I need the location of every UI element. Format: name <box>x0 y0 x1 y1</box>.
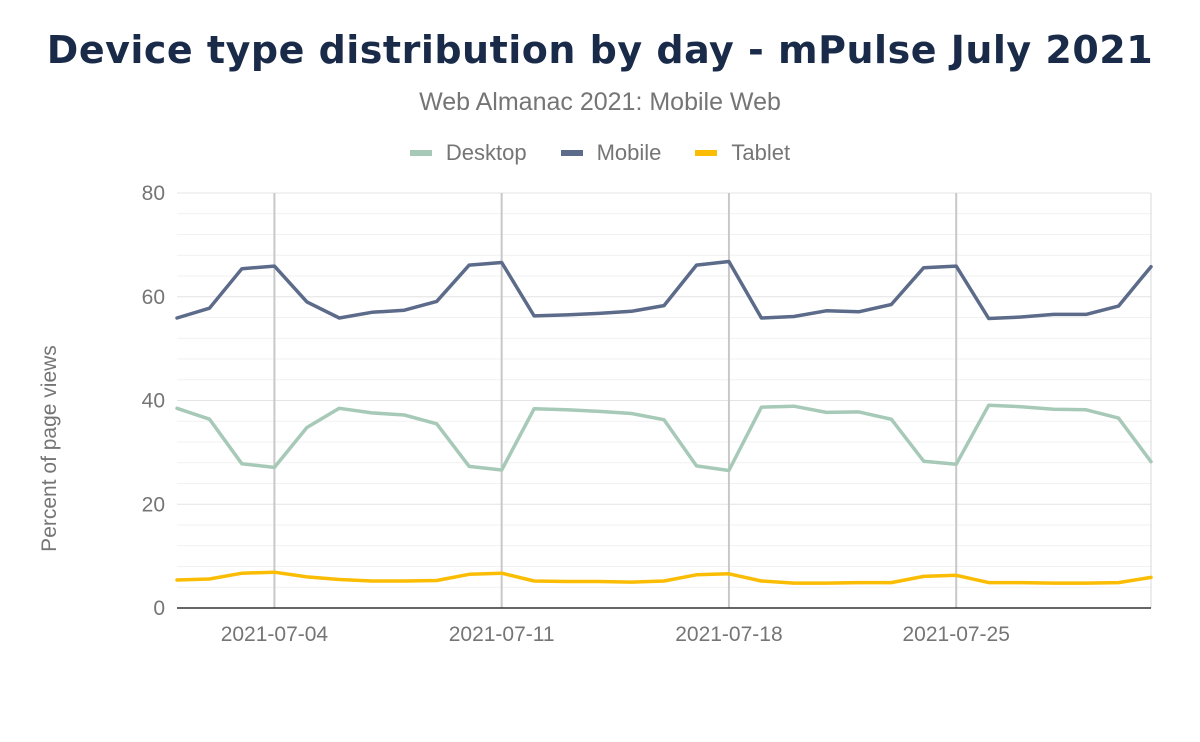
y-axis-label: Percent of page views <box>38 345 61 552</box>
legend-swatch-desktop <box>409 150 432 156</box>
chart-subtitle: Web Almanac 2021: Mobile Web <box>419 88 781 116</box>
legend-label-tablet: Tablet <box>731 140 791 165</box>
x-tick-label: 2021-07-04 <box>221 623 329 646</box>
chart-title: Device type distribution by day - mPulse… <box>46 28 1154 72</box>
legend-item-mobile[interactable]: Mobile <box>560 140 662 166</box>
y-tick-label: 40 <box>142 390 165 413</box>
x-axis-ticks: 2021-07-04 2021-07-11 2021-07-18 2021-07-25 <box>221 623 1010 646</box>
series-line-desktop[interactable] <box>175 403 1153 473</box>
y-tick-label: 60 <box>142 286 165 309</box>
series-line-tablet[interactable] <box>175 570 1153 585</box>
y-axis-ticks: 0 20 40 60 80 <box>142 182 165 620</box>
legend-swatch-mobile <box>560 150 583 156</box>
legend-item-tablet[interactable]: Tablet <box>695 140 790 166</box>
series-lines <box>175 259 1153 585</box>
y-tick-label: 20 <box>142 493 165 516</box>
legend-item-desktop[interactable]: Desktop <box>409 140 527 166</box>
y-tick-label: 0 <box>153 597 165 620</box>
legend-swatch-tablet <box>695 150 718 156</box>
minor-gridlines <box>177 213 1151 588</box>
series-line-mobile[interactable] <box>175 259 1153 321</box>
legend: Desktop Mobile Tablet <box>0 140 1200 166</box>
x-tick-label: 2021-07-18 <box>675 623 782 646</box>
legend-label-desktop: Desktop <box>445 140 527 165</box>
y-tick-label: 80 <box>142 182 165 205</box>
legend-label-mobile: Mobile <box>596 140 662 165</box>
x-tick-label: 2021-07-25 <box>902 623 1009 646</box>
x-tick-label: 2021-07-11 <box>449 623 555 646</box>
major-gridlines <box>177 192 1152 608</box>
